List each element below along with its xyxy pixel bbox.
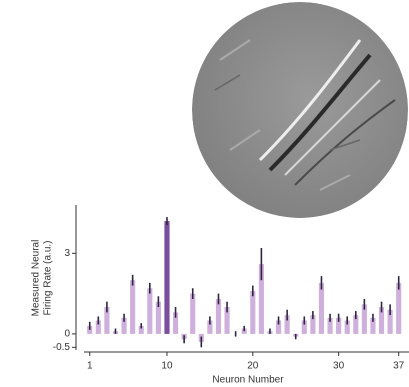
bar [336, 317, 342, 334]
bar [224, 307, 230, 334]
bar [353, 315, 359, 334]
bar [172, 312, 179, 334]
bar [361, 304, 367, 334]
y-tick-label: 3 [64, 248, 70, 259]
neural-image [192, 2, 408, 218]
bar [207, 320, 213, 334]
y-axis-label: Firing Rate (a.u.) [43, 240, 54, 315]
bar [215, 298, 222, 334]
bar [190, 293, 196, 334]
bar [121, 317, 127, 334]
bar [164, 221, 170, 334]
bar [387, 309, 393, 334]
bar [378, 307, 385, 334]
bar [310, 315, 316, 334]
bar [327, 317, 333, 334]
bar [138, 325, 144, 334]
bar [130, 280, 136, 334]
y-axis-label: Measured Neural [31, 240, 42, 317]
bar [275, 320, 282, 334]
x-tick-label: 20 [247, 361, 259, 372]
x-tick-label: 37 [393, 361, 405, 372]
bar [155, 301, 161, 334]
bar [95, 320, 101, 334]
x-tick-label: 1 [87, 361, 93, 372]
bar [344, 320, 350, 334]
bar [318, 282, 325, 334]
x-tick-label: 30 [333, 361, 345, 372]
bar [396, 282, 402, 334]
y-tick-label: -0.5 [53, 342, 71, 353]
bar [370, 317, 376, 334]
x-axis-label: Neuron Number [212, 375, 284, 386]
bar [250, 290, 256, 334]
bar [147, 288, 153, 334]
bar [104, 307, 110, 334]
bar [301, 320, 307, 334]
bar [258, 264, 264, 334]
y-tick-label: 0 [64, 329, 70, 340]
x-tick-label: 10 [161, 361, 173, 372]
bar [284, 315, 290, 334]
